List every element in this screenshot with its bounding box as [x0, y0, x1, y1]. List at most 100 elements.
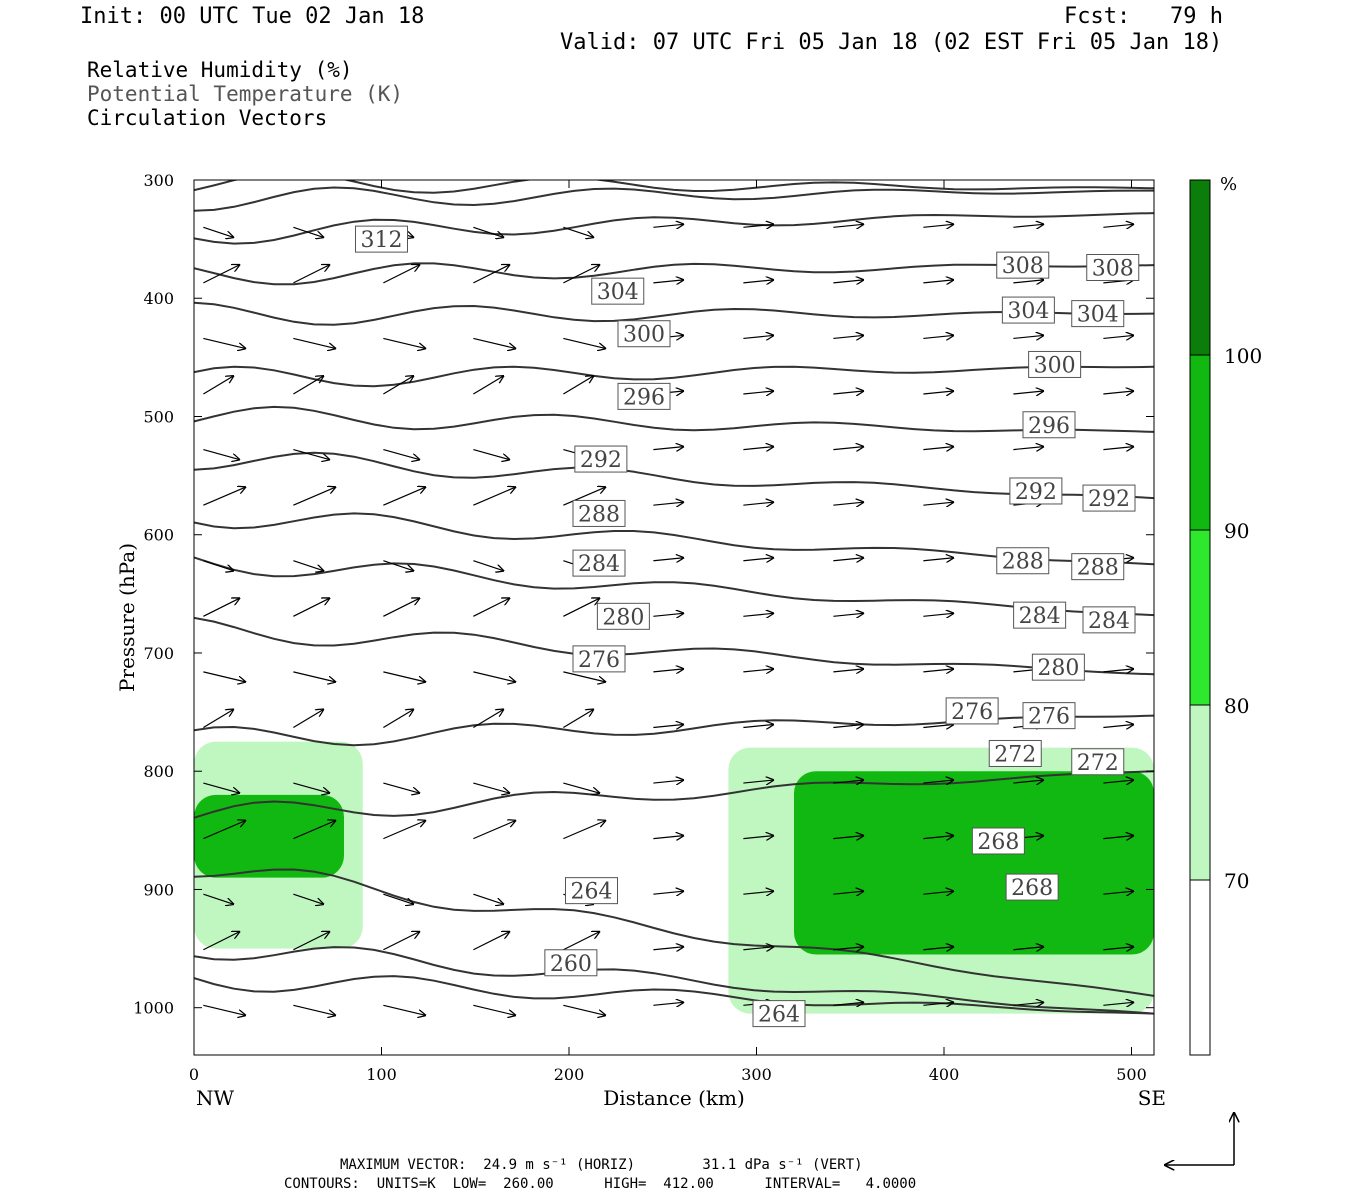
circulation-vector [743, 836, 773, 839]
contour-label: 280 [596, 602, 650, 630]
circulation-vector [833, 891, 863, 894]
contour-label: 296 [617, 382, 671, 410]
circulation-vector [923, 1002, 953, 1005]
y-tick-label: 400 [143, 289, 174, 308]
circulation-vector [1013, 780, 1043, 783]
circulation-vector [1013, 280, 1043, 283]
circulation-vector [1103, 780, 1133, 783]
contour-label: 260 [544, 949, 598, 977]
circulation-vector [473, 709, 503, 728]
circulation-vector [923, 224, 953, 227]
svg-text:280: 280 [1037, 656, 1079, 681]
circulation-vector [203, 671, 245, 682]
colorbar-unit: % [1220, 174, 1237, 195]
circulation-vector [383, 932, 419, 951]
circulation-vector [383, 449, 419, 460]
circulation-vector [743, 280, 773, 283]
x-tick-label: 0 [189, 1065, 199, 1084]
circulation-vector [1013, 447, 1043, 450]
svg-text:304: 304 [1007, 299, 1049, 324]
circulation-vector [383, 671, 425, 682]
colorbar-level-label: 70 [1224, 869, 1249, 893]
theta-contour-272 [194, 770, 1154, 819]
x-tick-label: 200 [554, 1065, 585, 1084]
circulation-vector [653, 947, 683, 950]
contour-label: 284 [572, 549, 626, 577]
svg-text:296: 296 [623, 385, 665, 410]
circulation-vector [923, 836, 953, 839]
circulation-vector [743, 891, 773, 894]
contour-label: 264 [752, 1000, 806, 1028]
theta-contour-296 [194, 405, 1154, 433]
contour-label: 304 [1071, 300, 1125, 328]
circulation-vector [653, 1002, 683, 1005]
circulation-vector [1103, 836, 1133, 839]
circulation-vector [203, 487, 245, 506]
circulation-vector [653, 613, 683, 616]
theta-contour-308 [194, 262, 1154, 286]
circulation-vector [383, 337, 425, 348]
circulation-vector [833, 280, 863, 283]
circulation-vector [833, 502, 863, 505]
contour-label: 288 [572, 499, 626, 527]
svg-text:308: 308 [1002, 254, 1044, 279]
rh-region [194, 794, 344, 878]
circulation-vector [293, 560, 323, 571]
circulation-vector [203, 821, 245, 840]
circulation-vector [923, 391, 953, 394]
circulation-vector [1103, 1002, 1133, 1005]
contour-label: 284 [1013, 601, 1067, 629]
circulation-vector [203, 449, 239, 460]
svg-text:272: 272 [994, 742, 1036, 767]
circulation-vector [293, 598, 329, 617]
circulation-vector [383, 893, 413, 904]
field-vectors-label: Circulation Vectors [87, 106, 328, 130]
rh-fill-layer [194, 741, 1154, 1014]
svg-text:264: 264 [758, 1003, 800, 1028]
forecast-hour: Fcst: 79 h [1064, 4, 1223, 29]
circulation-vector [563, 782, 599, 793]
circulation-vector [833, 335, 863, 338]
circulation-vector [203, 1004, 245, 1015]
circulation-vector [383, 265, 419, 284]
svg-text:284: 284 [1019, 604, 1061, 629]
circulation-vector [203, 893, 233, 904]
svg-text:288: 288 [1077, 556, 1119, 581]
svg-text:292: 292 [1088, 487, 1130, 512]
contour-label: 292 [1009, 477, 1063, 505]
circulation-vector [923, 447, 953, 450]
circulation-vector [833, 224, 863, 227]
circulation-vector [203, 782, 239, 793]
svg-text:284: 284 [1088, 609, 1130, 634]
circulation-vector [653, 447, 683, 450]
colorbar: 70 80 90 100% [1189, 174, 1262, 1056]
contour-label: 296 [1022, 411, 1076, 439]
field-rh-label: Relative Humidity (%) [87, 58, 353, 82]
rh-region [794, 771, 1154, 955]
axis-layer: 300 400 500 600 700 800 900 1000 0 100 200 300 400 50… [115, 171, 1166, 1110]
circulation-vector [833, 613, 863, 616]
circulation-vector [653, 224, 683, 227]
theta-contour-316 [194, 186, 1154, 212]
circulation-vector [743, 947, 773, 950]
svg-text:296: 296 [1028, 414, 1070, 439]
colorbar-segment [1190, 355, 1210, 530]
init-time: Init: 00 UTC Tue 02 Jan 18 [80, 4, 425, 29]
circulation-vector [473, 226, 503, 237]
circulation-vector [293, 932, 329, 951]
colorbar-segment [1190, 705, 1210, 880]
x-end-label-left: NW [196, 1086, 235, 1110]
x-tick-label: 100 [366, 1065, 397, 1084]
colorbar-segment [1190, 530, 1210, 705]
contour-label: 292 [1082, 484, 1136, 512]
circulation-vector [743, 391, 773, 394]
circulation-vector [473, 821, 515, 840]
theta-contour-288 [194, 512, 1154, 566]
circulation-vector [563, 821, 605, 840]
circulation-vector [563, 337, 605, 348]
circulation-vector [653, 669, 683, 672]
circulation-vector [203, 265, 239, 284]
svg-text:304: 304 [597, 280, 639, 305]
circulation-vector [203, 932, 239, 951]
